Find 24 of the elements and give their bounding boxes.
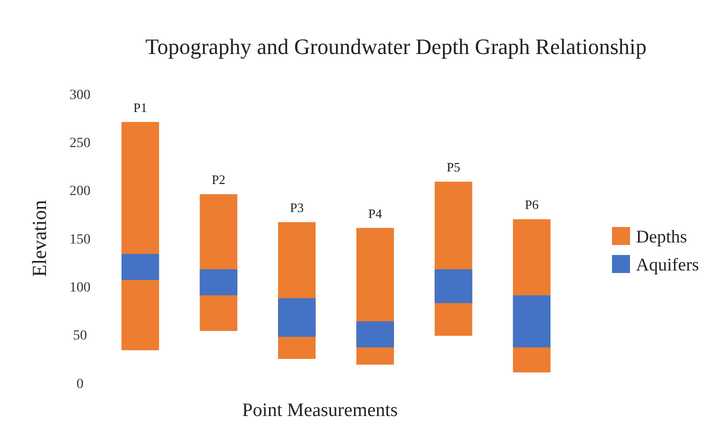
y-tick-label: 100 bbox=[70, 280, 90, 296]
y-tick-label: 150 bbox=[70, 232, 90, 248]
x-tick-label: P2 bbox=[212, 172, 226, 188]
x-tick-label: P6 bbox=[524, 197, 540, 212]
bar bbox=[512, 295, 551, 348]
y-axis-title: Elevation bbox=[29, 200, 51, 277]
x-tick-label: P4 bbox=[368, 206, 383, 221]
y-tick-label: 250 bbox=[70, 136, 90, 152]
y-tick-label: 300 bbox=[70, 88, 90, 103]
bar bbox=[434, 269, 472, 304]
bar bbox=[200, 269, 238, 296]
bar bbox=[278, 298, 316, 337]
bar bbox=[121, 254, 160, 280]
x-tick-label: P3 bbox=[290, 200, 304, 216]
y-tick-label: 0 bbox=[76, 376, 84, 392]
bar bbox=[356, 321, 394, 348]
x-tick-label: P5 bbox=[446, 160, 460, 175]
x-tick-label: P1 bbox=[133, 100, 148, 115]
y-tick-label: 200 bbox=[70, 184, 90, 200]
chart-title: Topography and Groundwater Depth Graph Relationship bbox=[145, 34, 647, 59]
legend-label: Aquifers bbox=[636, 254, 699, 274]
y-tick-label: 50 bbox=[73, 328, 87, 344]
x-axis-title: Point Measurements bbox=[242, 400, 398, 421]
legend-label: Depths bbox=[636, 226, 687, 246]
